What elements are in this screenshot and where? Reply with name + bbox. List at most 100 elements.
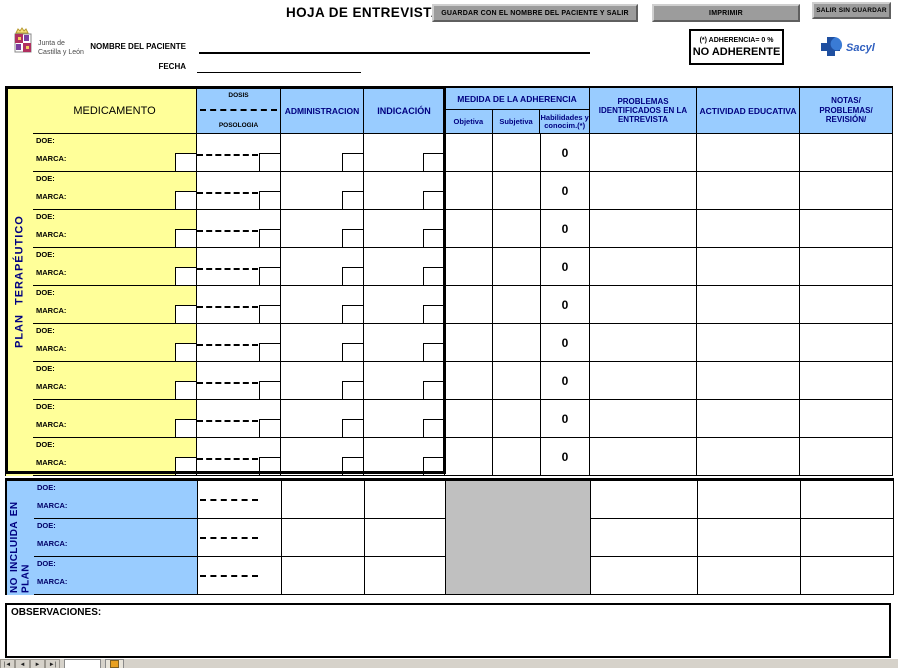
cell-notas[interactable] [801, 519, 894, 557]
mini-input-box[interactable] [175, 267, 196, 285]
cell-indicacion[interactable] [364, 362, 445, 400]
cell-actividad[interactable] [697, 134, 800, 172]
mini-input-box[interactable] [259, 343, 280, 361]
cell-indicacion[interactable] [364, 438, 445, 476]
cell-notas[interactable] [800, 362, 893, 400]
observations-area[interactable]: OBSERVACIONES: [5, 603, 891, 658]
cell-subjetiva[interactable] [493, 362, 541, 400]
cell-medicamento[interactable]: DOE: MARCA: [33, 362, 197, 400]
cell-objetiva[interactable] [445, 172, 493, 210]
cell-notas[interactable] [801, 557, 894, 595]
mini-input-box[interactable] [175, 305, 196, 323]
mini-input-box[interactable] [423, 305, 444, 323]
cell-administracion[interactable] [281, 324, 364, 362]
cell-indicacion[interactable] [365, 519, 446, 557]
cell-objetiva[interactable] [445, 400, 493, 438]
mini-input-box[interactable] [259, 457, 280, 475]
cell-medicamento[interactable]: DOE: MARCA: [33, 324, 197, 362]
mini-input-box[interactable] [423, 267, 444, 285]
cell-indicacion[interactable] [364, 324, 445, 362]
cell-objetiva[interactable] [445, 248, 493, 286]
cell-medicamento[interactable]: DOE: MARCA: [33, 400, 197, 438]
cell-objetiva[interactable] [445, 286, 493, 324]
cell-indicacion[interactable] [364, 248, 445, 286]
cell-administracion[interactable] [281, 438, 364, 476]
cell-problemas[interactable] [590, 324, 697, 362]
cell-actividad[interactable] [698, 519, 801, 557]
cell-dosis-posologia[interactable] [197, 286, 281, 324]
cell-actividad[interactable] [698, 557, 801, 595]
mini-input-box[interactable] [423, 457, 444, 475]
cell-medicamento[interactable]: DOE: MARCA: [33, 210, 197, 248]
cell-dosis-posologia[interactable] [197, 172, 281, 210]
cell-notas[interactable] [800, 172, 893, 210]
cell-problemas[interactable] [590, 210, 697, 248]
cell-problemas[interactable] [591, 519, 698, 557]
print-button[interactable]: IMPRIMIR [652, 4, 800, 22]
cell-medicamento[interactable]: DOE: MARCA: [33, 248, 197, 286]
sheet-nav-next-icon[interactable]: ► [30, 659, 45, 668]
sheet-nav-last-icon[interactable]: ►| [45, 659, 60, 668]
cell-notas[interactable] [800, 400, 893, 438]
mini-input-box[interactable] [259, 305, 280, 323]
cell-administracion[interactable] [281, 286, 364, 324]
cell-medicamento[interactable]: DOE: MARCA: [33, 172, 197, 210]
cell-actividad[interactable] [697, 362, 800, 400]
exit-without-saving-button[interactable]: SALIR SIN GUARDAR [812, 2, 891, 19]
cell-medicamento[interactable]: DOE: MARCA: [34, 557, 198, 595]
cell-actividad[interactable] [697, 324, 800, 362]
mini-input-box[interactable] [259, 191, 280, 209]
cell-subjetiva[interactable] [493, 210, 541, 248]
mini-input-box[interactable] [259, 267, 280, 285]
cell-indicacion[interactable] [364, 286, 445, 324]
cell-indicacion[interactable] [365, 557, 446, 595]
cell-administracion[interactable] [281, 172, 364, 210]
cell-notas[interactable] [800, 134, 893, 172]
cell-dosis-posologia[interactable] [198, 519, 282, 557]
cell-administracion[interactable] [281, 362, 364, 400]
cell-actividad[interactable] [697, 248, 800, 286]
mini-input-box[interactable] [423, 419, 444, 437]
cell-notas[interactable] [800, 438, 893, 476]
mini-input-box[interactable] [423, 229, 444, 247]
cell-subjetiva[interactable] [493, 286, 541, 324]
cell-indicacion[interactable] [364, 172, 445, 210]
mini-input-box[interactable] [175, 191, 196, 209]
cell-medicamento[interactable]: DOE: MARCA: [33, 286, 197, 324]
cell-subjetiva[interactable] [493, 172, 541, 210]
cell-subjetiva[interactable] [493, 400, 541, 438]
cell-indicacion[interactable] [364, 400, 445, 438]
cell-indicacion[interactable] [365, 481, 446, 519]
cell-dosis-posologia[interactable] [197, 400, 281, 438]
sheet-nav-prev-icon[interactable]: ◄ [15, 659, 30, 668]
cell-problemas[interactable] [590, 438, 697, 476]
sheet-tab-secondary[interactable] [105, 659, 125, 668]
cell-subjetiva[interactable] [493, 248, 541, 286]
mini-input-box[interactable] [259, 153, 280, 171]
cell-notas[interactable] [801, 481, 894, 519]
cell-indicacion[interactable] [364, 134, 445, 172]
cell-objetiva[interactable] [445, 210, 493, 248]
cell-notas[interactable] [800, 210, 893, 248]
mini-input-box[interactable] [423, 153, 444, 171]
cell-dosis-posologia[interactable] [197, 210, 281, 248]
cell-actividad[interactable] [697, 172, 800, 210]
cell-medicamento[interactable]: DOE: MARCA: [33, 438, 197, 476]
cell-objetiva[interactable] [445, 362, 493, 400]
cell-problemas[interactable] [590, 248, 697, 286]
cell-dosis-posologia[interactable] [197, 134, 281, 172]
mini-input-box[interactable] [342, 419, 363, 437]
mini-input-box[interactable] [175, 419, 196, 437]
mini-input-box[interactable] [342, 191, 363, 209]
cell-objetiva[interactable] [445, 134, 493, 172]
mini-input-box[interactable] [342, 229, 363, 247]
mini-input-box[interactable] [423, 381, 444, 399]
mini-input-box[interactable] [259, 419, 280, 437]
mini-input-box[interactable] [423, 343, 444, 361]
cell-notas[interactable] [800, 324, 893, 362]
cell-administracion[interactable] [281, 248, 364, 286]
cell-objetiva[interactable] [445, 324, 493, 362]
cell-notas[interactable] [800, 286, 893, 324]
cell-problemas[interactable] [591, 481, 698, 519]
cell-subjetiva[interactable] [493, 438, 541, 476]
